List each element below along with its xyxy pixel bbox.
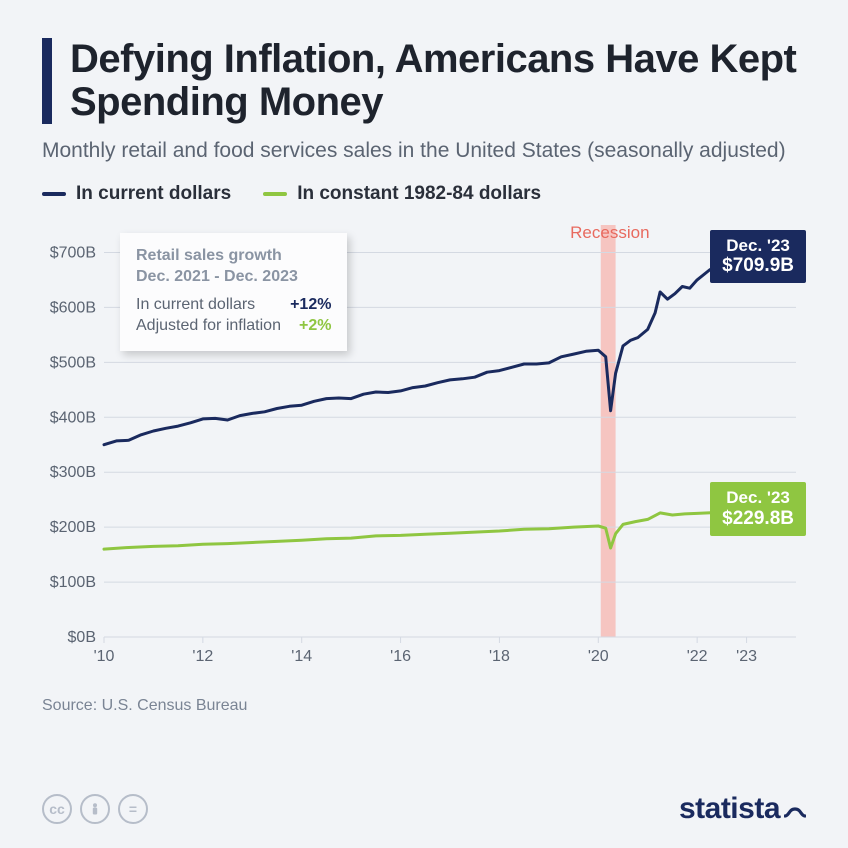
svg-text:'14: '14	[291, 648, 312, 665]
info-box-row-0-label: In current dollars	[136, 294, 255, 316]
legend-label-a: In current dollars	[76, 183, 231, 205]
page-title: Defying Inflation, Americans Have Kept S…	[70, 38, 806, 124]
endcap-constant: Dec. '23 $229.8B	[710, 482, 806, 535]
legend: In current dollars In constant 1982-84 d…	[42, 183, 806, 205]
svg-text:'12: '12	[192, 648, 213, 665]
nd-icon: =	[118, 794, 148, 824]
title-block: Defying Inflation, Americans Have Kept S…	[42, 38, 806, 124]
by-icon	[80, 794, 110, 824]
footer: cc = statista	[42, 792, 806, 826]
legend-item-current: In current dollars	[42, 183, 231, 205]
info-box-row-1: Adjusted for inflation +2%	[136, 315, 331, 337]
source-text: Source: U.S. Census Bureau	[42, 697, 806, 715]
legend-swatch-b	[263, 192, 287, 196]
cc-icon: cc	[42, 794, 72, 824]
info-box-header-2: Dec. 2021 - Dec. 2023	[136, 266, 331, 288]
svg-text:$700B: $700B	[50, 244, 96, 261]
svg-text:$200B: $200B	[50, 519, 96, 536]
info-box-row-0: In current dollars +12%	[136, 294, 331, 316]
statista-logo: statista	[679, 792, 806, 826]
info-box-row-0-pct: +12%	[290, 294, 331, 316]
svg-text:$600B: $600B	[50, 299, 96, 316]
svg-text:'18: '18	[489, 648, 510, 665]
endcap-b-date: Dec. '23	[722, 488, 794, 508]
legend-swatch-a	[42, 192, 66, 196]
svg-text:'10: '10	[94, 648, 115, 665]
info-box-row-1-pct: +2%	[299, 315, 331, 337]
endcap-b-value: $229.8B	[722, 508, 794, 530]
svg-text:$500B: $500B	[50, 354, 96, 371]
endcap-current: Dec. '23 $709.9B	[710, 230, 806, 283]
recession-label: Recession	[570, 223, 649, 243]
legend-label-b: In constant 1982-84 dollars	[297, 183, 541, 205]
svg-text:'16: '16	[390, 648, 411, 665]
svg-text:$400B: $400B	[50, 409, 96, 426]
info-box-header-1: Retail sales growth	[136, 245, 331, 267]
svg-text:$300B: $300B	[50, 464, 96, 481]
info-box: Retail sales growth Dec. 2021 - Dec. 202…	[120, 233, 347, 351]
svg-text:'20: '20	[588, 648, 609, 665]
statista-text: statista	[679, 792, 780, 826]
legend-item-constant: In constant 1982-84 dollars	[263, 183, 541, 205]
svg-text:'22: '22	[687, 648, 708, 665]
chart: $0B $100B $200B $300B $400B $500B $600B $700B '1…	[42, 211, 806, 671]
statista-wave-icon	[784, 798, 806, 820]
svg-text:'23: '23	[736, 648, 757, 665]
info-box-row-1-label: Adjusted for inflation	[136, 315, 281, 337]
cc-icons: cc =	[42, 794, 148, 824]
subtitle: Monthly retail and food services sales i…	[42, 138, 806, 164]
endcap-a-date: Dec. '23	[722, 236, 794, 256]
svg-text:$100B: $100B	[50, 574, 96, 591]
endcap-a-value: $709.9B	[722, 255, 794, 277]
svg-text:$0B: $0B	[68, 629, 96, 646]
